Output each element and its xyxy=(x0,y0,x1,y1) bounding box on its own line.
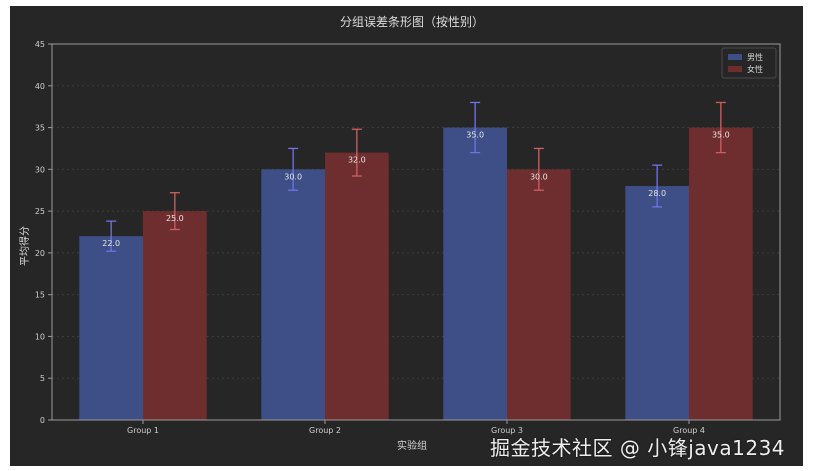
y-tick-label: 30 xyxy=(35,165,45,174)
plot-border xyxy=(51,43,781,421)
bar-male-3 xyxy=(443,127,507,421)
data-label: 22.0 xyxy=(102,239,120,248)
error-bar-male-4 xyxy=(652,164,663,208)
y-tick-label: 40 xyxy=(35,82,45,91)
y-axis: 0 5 10 15 20 25 30 35 40 45 xyxy=(35,40,52,425)
bar-female-4 xyxy=(689,127,753,421)
chart-frame: 分组误差条形图（按性别） 22.0 25.0 30.0 32.0 35.0 30.0 28.… xyxy=(10,6,803,466)
legend-swatch xyxy=(728,54,742,60)
data-label: 30.0 xyxy=(530,172,548,181)
x-tick-label: Group 4 xyxy=(673,426,705,435)
y-tick-label: 0 xyxy=(40,416,45,425)
bar-female-2 xyxy=(325,152,389,420)
data-label: 35.0 xyxy=(712,131,730,140)
legend-label: 女性 xyxy=(747,64,763,74)
y-tick-label: 35 xyxy=(35,124,45,133)
data-label: 32.0 xyxy=(348,156,366,165)
error-bar-male-3 xyxy=(470,101,481,154)
error-bar-male-2 xyxy=(288,147,299,191)
y-tick-label: 5 xyxy=(40,374,45,383)
bar-female-1 xyxy=(143,211,207,420)
y-tick-label: 45 xyxy=(35,40,45,49)
x-axis: Group 1 Group 2 Group 3 Group 4 xyxy=(127,420,705,435)
y-tick-label: 15 xyxy=(35,291,45,300)
error-bar-female-1 xyxy=(169,192,180,231)
x-tick-label: Group 3 xyxy=(491,426,523,435)
bar-male-2 xyxy=(261,169,325,420)
error-bars xyxy=(106,101,726,252)
y-tick-label: 20 xyxy=(35,249,45,258)
chart-title: 分组误差条形图（按性别） xyxy=(340,15,484,29)
watermark-text: 掘金技术社区 @ 小锋java1234 xyxy=(490,436,786,460)
y-axis-label: 平均得分 xyxy=(19,226,31,266)
bar-female-3 xyxy=(507,169,571,420)
data-label: 28.0 xyxy=(648,189,666,198)
y-tick-label: 25 xyxy=(35,207,45,216)
data-label: 30.0 xyxy=(284,172,302,181)
data-label: 25.0 xyxy=(166,214,184,223)
y-tick-label: 10 xyxy=(35,332,45,341)
bar-chart: 分组误差条形图（按性别） 22.0 25.0 30.0 32.0 35.0 30.0 28.… xyxy=(19,15,781,452)
bar-male-1 xyxy=(79,236,143,420)
error-bar-female-3 xyxy=(533,147,544,191)
x-tick-label: Group 1 xyxy=(127,426,159,435)
data-labels: 22.0 25.0 30.0 32.0 35.0 30.0 28.0 35.0 xyxy=(102,131,730,249)
bar-male-4 xyxy=(625,186,689,420)
legend-swatch xyxy=(728,66,742,72)
error-bar-male-1 xyxy=(106,220,117,252)
error-bar-female-4 xyxy=(715,101,726,154)
bars xyxy=(79,127,753,421)
legend-label: 男性 xyxy=(747,52,763,62)
data-label: 35.0 xyxy=(466,131,484,140)
x-tick-label: Group 2 xyxy=(309,426,341,435)
x-axis-label: 实验组 xyxy=(397,439,427,452)
error-bar-female-2 xyxy=(351,128,362,177)
